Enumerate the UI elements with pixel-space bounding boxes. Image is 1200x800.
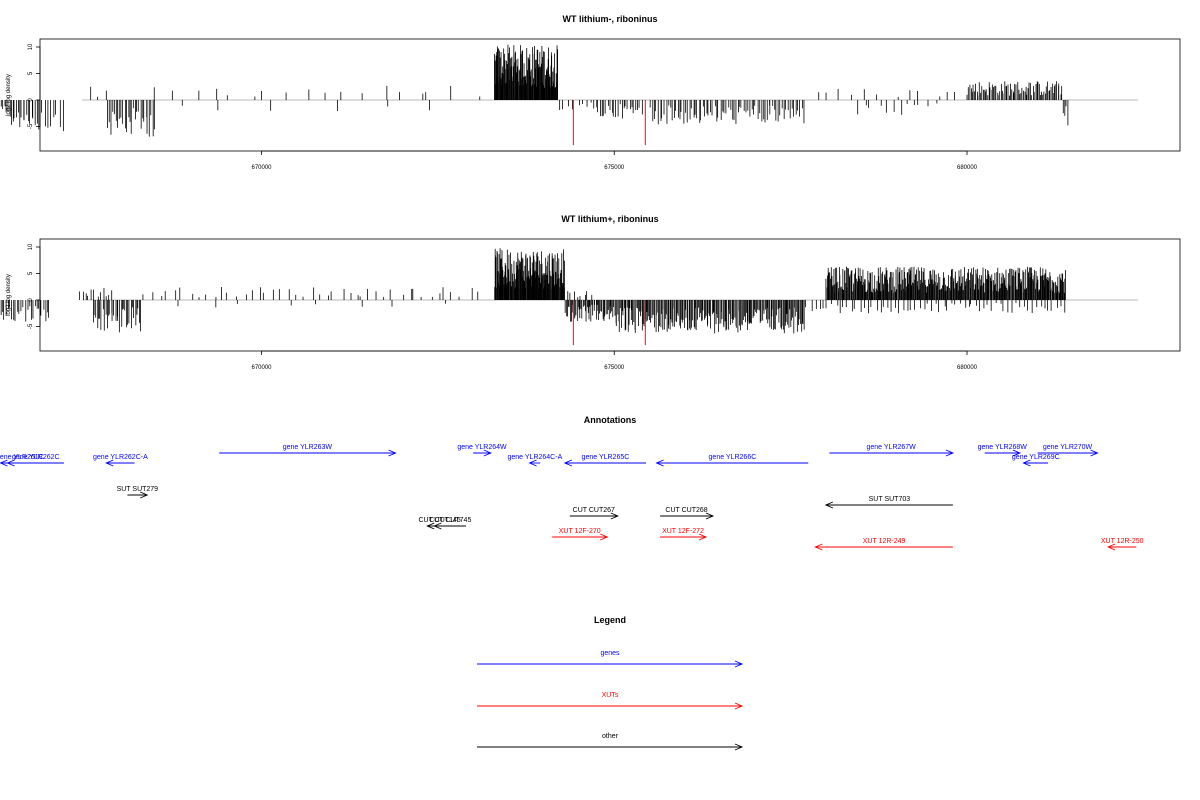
y-tick-label: -5 [28, 123, 34, 129]
annotation-arrow: XUT 12R-249 [814, 538, 953, 551]
legend-item: XUTs [477, 692, 744, 710]
annotation-arrow: CUT CUT267 [569, 507, 619, 520]
annotation-arrow: gene YLR263W [219, 444, 397, 457]
annotation-label: gene YLR262C-A [93, 454, 148, 461]
annotation-label: CUT CUT745 [429, 517, 471, 524]
legend-item: genes [477, 650, 744, 668]
annotation-label: gene YLR268W [978, 444, 1028, 451]
legend-items: genes XUTs other [477, 650, 744, 751]
legend-item: other [477, 733, 744, 751]
annotation-label: CUT CUT145 [418, 517, 460, 524]
annotation-label: gene YLR270W [1043, 444, 1093, 451]
bars-layer [0, 248, 1066, 346]
annotation-label: CUT CUT267 [573, 507, 615, 514]
annotation-arrow: XUT 12F-270 [552, 528, 609, 541]
panel-title: WT lithium+, riboninus [561, 214, 658, 224]
x-tick-label: 680000 [957, 165, 978, 171]
annotation-label: CUT CUT268 [665, 507, 707, 514]
annotation-label: gene YLR266C [709, 454, 757, 461]
annotation-label: gene YLR264C-A [508, 454, 563, 461]
x-tick-label: 675000 [604, 365, 625, 371]
annotation-arrow: XUT 12F-272 [660, 528, 708, 541]
annotation-arrow: gene YLR264W [457, 444, 507, 457]
y-axis: 10 5 0 -5 [28, 243, 41, 329]
annotation-label: gene YLR265C [582, 454, 630, 461]
y-tick-label: 5 [28, 71, 34, 75]
legend-title: Legend [594, 615, 626, 625]
annotation-label: gene YLR269C [1012, 454, 1060, 461]
y-tick-label: -5 [28, 323, 34, 329]
annotation-label: XUT 12F-272 [662, 528, 704, 535]
annotation-label: XUT 12R-250 [1101, 538, 1144, 545]
annotation-arrow: gene YLR269C [1012, 454, 1060, 467]
annotation-arrow: gene YLR262C [6, 454, 64, 467]
y-tick-label: 10 [28, 243, 34, 250]
annotation-arrow: gene YLR262C-A [93, 454, 148, 467]
annotation-label: SUT SUT703 [869, 496, 911, 503]
annotation-label: gene YLR261C [0, 454, 44, 461]
x-tick-label: 675000 [604, 165, 625, 171]
annotation-label: gene YLR263W [283, 444, 333, 451]
annotation-arrow: XUT 12R-250 [1101, 538, 1144, 551]
density-panel-lithium-plus: WT lithium+, riboninus log2 log density … [0, 214, 1181, 371]
y-tick-label: 0 [28, 298, 34, 302]
x-tick-label: 670000 [251, 365, 272, 371]
annotation-label: gene YLR262C [12, 454, 60, 461]
y-axis-label: log2 log density [6, 74, 12, 116]
legend-panel: Legend genes XUTs other [477, 615, 744, 751]
annotation-arrow: CUT CUT745 [429, 517, 471, 530]
annotation-label: gene YLR267W [867, 444, 917, 451]
annotation-label: SUT SUT279 [117, 486, 159, 493]
legend-label: other [602, 733, 619, 740]
legend-label: genes [600, 650, 620, 657]
x-axis: 670000 675000 680000 [251, 150, 978, 171]
x-tick-label: 680000 [957, 365, 978, 371]
annotation-label: XUT 12R-249 [863, 538, 906, 545]
bars-layer [0, 44, 1069, 146]
annotation-arrow: gene YLR270W [1037, 444, 1099, 457]
annotation-arrow: gene YLR268W [978, 444, 1028, 457]
annotation-arrow: gene YLR267W [829, 444, 955, 457]
y-tick-label: 0 [28, 98, 34, 102]
plot-frame [39, 38, 1181, 152]
annotation-arrow: SUT SUT279 [117, 486, 159, 499]
x-tick-label: 670000 [251, 165, 272, 171]
annotation-arrow: gene YLR264C-A [508, 454, 563, 467]
y-axis-label: log2 log density [6, 274, 12, 316]
y-tick-label: 10 [28, 43, 34, 50]
annotation-label: gene YLR264W [457, 444, 507, 451]
annotation-arrow: gene YLR265C [563, 454, 646, 467]
annotation-arrow: gene YLR266C [655, 454, 809, 467]
annotation-label: XUT 12F-270 [559, 528, 601, 535]
y-axis: 10 5 0 -5 [28, 43, 41, 129]
y-tick-label: 5 [28, 271, 34, 275]
legend-label: XUTs [602, 692, 619, 699]
x-axis: 670000 675000 680000 [251, 350, 978, 371]
density-panel-lithium-minus: WT lithium-, riboninus log2 log density … [0, 14, 1181, 171]
annotation-arrow: CUT CUT268 [660, 507, 715, 520]
panel-title: WT lithium-, riboninus [563, 14, 658, 24]
annotation-arrow: SUT SUT703 [824, 496, 953, 509]
annotations-title: Annotations [584, 415, 637, 425]
